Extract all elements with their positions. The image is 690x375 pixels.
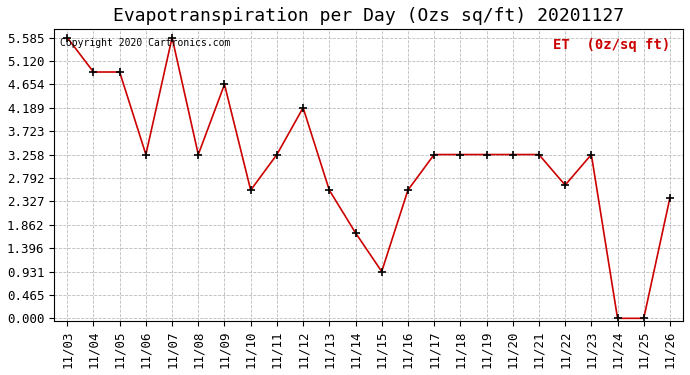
Text: Copyright 2020 Cartronics.com: Copyright 2020 Cartronics.com: [61, 38, 231, 48]
Text: ET  (0z/sq ft): ET (0z/sq ft): [553, 38, 671, 52]
Title: Evapotranspiration per Day (Ozs sq/ft) 20201127: Evapotranspiration per Day (Ozs sq/ft) 2…: [113, 7, 624, 25]
